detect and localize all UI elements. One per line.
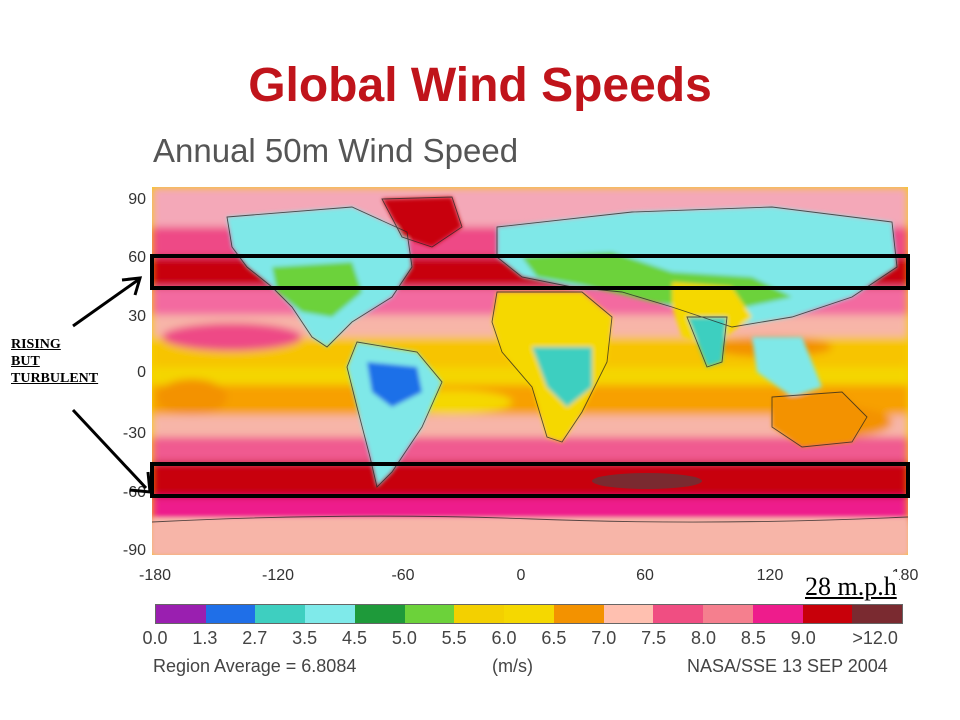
legend-tick-label: 8.0 — [691, 628, 717, 648]
note-line: BUT — [11, 354, 40, 369]
rising-but-turbulent-note: RISING BUT TURBULENT — [11, 336, 98, 387]
legend-swatch — [255, 605, 306, 623]
legend-tick-label: 9.0 — [790, 628, 816, 648]
legend-swatch — [305, 605, 355, 623]
legend-swatch — [603, 605, 654, 623]
legend-swatch — [553, 605, 604, 623]
legend-tick-label: 8.5 — [740, 628, 766, 648]
legend-tick-label: 2.7 — [242, 628, 268, 648]
legend-swatch — [852, 605, 903, 623]
y-tick-label: 90 — [128, 191, 146, 208]
y-tick-label: -90 — [122, 542, 146, 559]
legend-swatch — [752, 605, 803, 623]
slide-title: Global Wind Speeds — [248, 59, 712, 112]
legend-swatch — [205, 605, 256, 623]
northern-band-highlight — [150, 254, 910, 290]
legend-tick-label: 1.3 — [192, 628, 218, 648]
y-tick-label: 60 — [128, 249, 146, 266]
legend-swatch — [653, 605, 704, 623]
region-average: Region Average = 6.8084 — [153, 656, 357, 676]
legend-tick-label: 3.5 — [292, 628, 318, 648]
y-tick-label: 0 — [137, 364, 146, 381]
legend-color-bar — [155, 604, 903, 624]
legend-swatch — [802, 605, 853, 623]
southern-band-highlight — [150, 462, 910, 498]
legend-tick-label: 5.0 — [391, 628, 417, 648]
y-tick-label: -30 — [122, 425, 146, 442]
wind-speed-callout: 28 m.p.h — [803, 572, 899, 602]
note-line: RISING — [11, 337, 61, 352]
x-tick-label: -180 — [138, 567, 172, 584]
legend-swatch — [504, 605, 554, 623]
note-line: TURBULENT — [11, 371, 99, 386]
legend-swatch — [354, 605, 405, 623]
x-tick-label: 0 — [516, 567, 526, 584]
x-tick-label: 60 — [636, 567, 654, 584]
legend-tick-label: 7.0 — [591, 628, 617, 648]
x-tick-label: 120 — [756, 567, 784, 584]
y-tick-label: 30 — [128, 308, 146, 325]
arrow-to-north-band — [72, 278, 139, 328]
arrow-head-north — [121, 276, 143, 296]
legend-tick-label: >12.0 — [852, 628, 898, 648]
legend-tick-label: 0.0 — [142, 628, 168, 648]
legend-tick-label: 6.5 — [541, 628, 567, 648]
arrow-to-south-band — [71, 408, 148, 490]
legend-tick-label: 7.5 — [641, 628, 667, 648]
legend-swatch — [156, 605, 206, 623]
x-tick-label: -60 — [391, 567, 415, 584]
y-tick-label: -60 — [122, 484, 146, 501]
units-label: (m/s) — [492, 656, 533, 676]
legend-tick-label: 4.5 — [341, 628, 367, 648]
legend-swatch — [454, 605, 505, 623]
source-label: NASA/SSE 13 SEP 2004 — [687, 656, 888, 676]
arrow-head-south — [129, 471, 152, 494]
legend-swatch — [404, 605, 455, 623]
map-title: Annual 50m Wind Speed — [153, 132, 519, 169]
legend-tick-label: 6.0 — [491, 628, 517, 648]
legend-swatch — [703, 605, 753, 623]
x-tick-label: -120 — [261, 567, 295, 584]
legend-tick-label: 5.5 — [441, 628, 467, 648]
